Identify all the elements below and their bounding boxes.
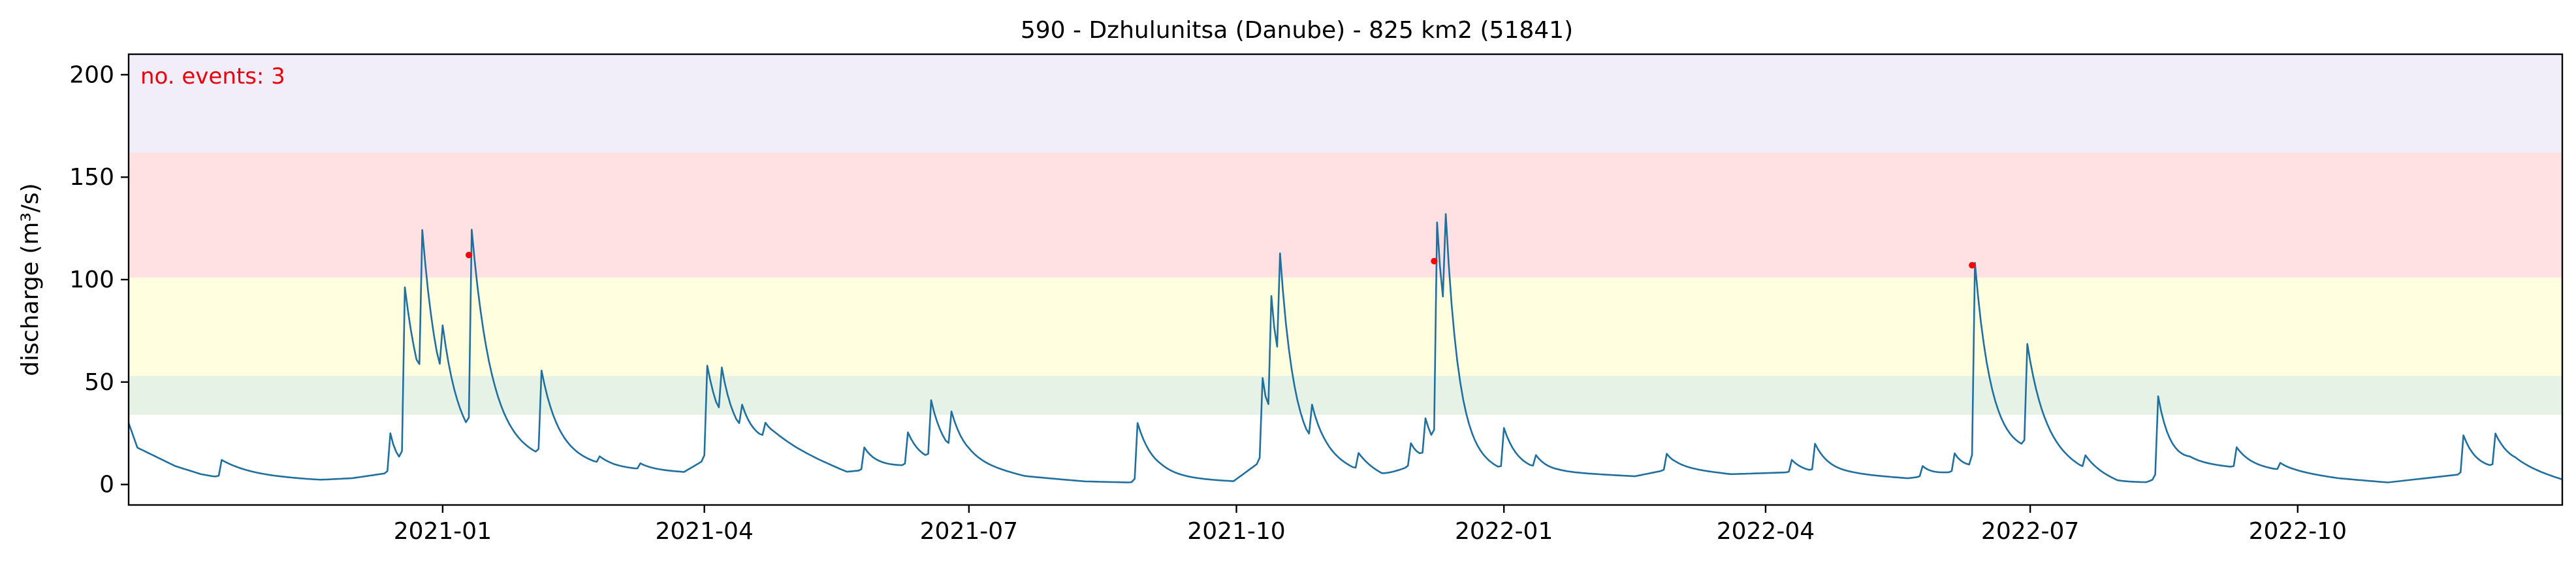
x-tick-label: 2021-07: [920, 518, 1018, 545]
event-marker: [465, 252, 472, 259]
y-tick-label: 200: [69, 61, 114, 88]
threshold-band-4: [129, 54, 2562, 153]
x-tick-label: 2022-04: [1717, 518, 1815, 545]
y-tick-label: 150: [69, 164, 114, 191]
event-marker: [1431, 257, 1438, 265]
x-tick-label: 2022-10: [2249, 518, 2347, 545]
plot-frame: [127, 53, 2564, 506]
x-tick-label: 2021-01: [394, 518, 492, 545]
x-tick-label: 2021-04: [655, 518, 753, 545]
event-marker: [1969, 262, 1976, 269]
x-tick-label: 2022-07: [1981, 518, 2079, 545]
threshold-bands: [129, 54, 2562, 415]
y-tick-label: 100: [69, 267, 114, 293]
x-axis: 2021-01 2021-04 2021-07 2021-10 2022-01 2022-…: [394, 505, 2347, 545]
x-tick-label: 2022-01: [1455, 518, 1553, 545]
y-axis-label: discharge (m³/s): [17, 183, 44, 376]
y-axis: 0 50 100 150 200: [69, 61, 129, 498]
x-tick-label: 2021-10: [1187, 518, 1285, 545]
y-tick-label: 0: [99, 472, 114, 498]
threshold-band-3: [129, 152, 2562, 278]
y-tick-label: 50: [84, 369, 114, 396]
discharge-series-line: [129, 213, 2562, 483]
event-markers: [465, 252, 1976, 269]
chart-title: 590 - Dzhulunitsa (Danube) - 825 km2 (51…: [1021, 17, 1573, 44]
threshold-band-1: [129, 376, 2562, 415]
threshold-band-2: [129, 277, 2562, 376]
events-count-annotation: no. events: 3: [140, 63, 285, 89]
